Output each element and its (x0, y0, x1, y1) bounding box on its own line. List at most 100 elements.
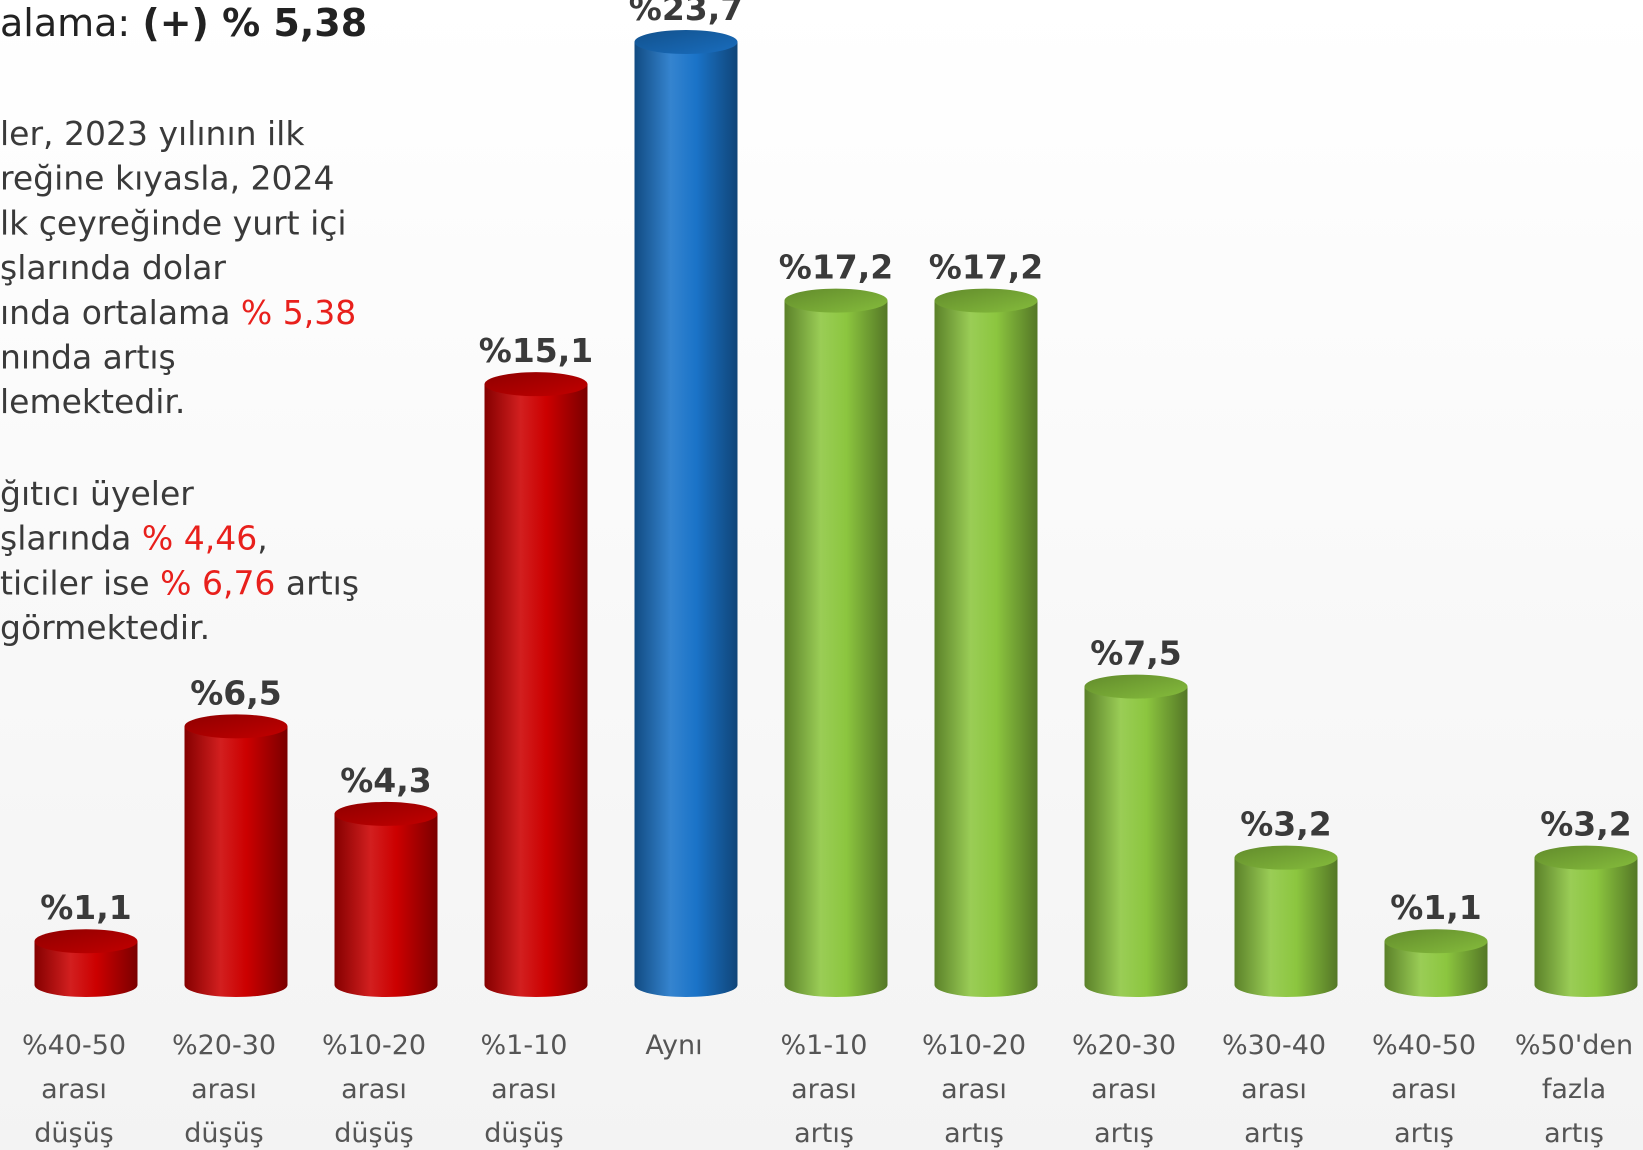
value-label: %17,2 (779, 248, 894, 287)
x-tick-label: artış (1244, 1118, 1304, 1149)
x-tick-label: artış (1544, 1118, 1604, 1149)
text-segment: , (257, 519, 268, 558)
x-tick-label: arası (791, 1074, 857, 1105)
cylinder-top (484, 372, 588, 397)
x-tick-label: artış (944, 1118, 1004, 1149)
cylinder (334, 801, 438, 997)
value-label: %17,2 (929, 248, 1044, 287)
x-tick-label: arası (491, 1074, 557, 1105)
paragraph-line: ler, 2023 yılının ilk (0, 114, 305, 153)
text-segment: nında artış (0, 338, 176, 377)
text-segment: ında ortalama (0, 293, 241, 332)
cylinder-body (784, 300, 888, 986)
text-segment: ticiler ise (0, 563, 160, 602)
value-label: %1,1 (40, 888, 132, 927)
x-tick-label: %10-20 (322, 1030, 426, 1061)
cylinder (484, 372, 588, 997)
cylinder (934, 288, 1038, 997)
value-label: %23,7 (629, 0, 744, 28)
value-label: %3,2 (1240, 805, 1332, 844)
cylinder-body (1534, 857, 1638, 985)
paragraph-line: şlarında % 4,46, (0, 519, 268, 558)
x-tick-label: arası (1091, 1074, 1157, 1105)
cylinder-body (1084, 686, 1188, 985)
x-tick-label: %30-40 (1222, 1030, 1326, 1061)
cylinder-top (334, 801, 438, 826)
paragraph-line: ında ortalama % 5,38 (0, 293, 356, 332)
x-tick-label: fazla (1542, 1074, 1606, 1105)
x-tick-label: arası (191, 1074, 257, 1105)
x-tick-label: düşüş (34, 1118, 114, 1149)
cylinder (784, 288, 888, 997)
text-segment: lk çeyreğinde yurt içi (0, 203, 347, 242)
cylinder-body (634, 42, 738, 985)
value-label: %15,1 (479, 331, 594, 370)
cylinder-top (634, 30, 738, 54)
paragraph-line: reğine kıyasla, 2024 (0, 159, 335, 198)
cylinder (34, 929, 138, 997)
text-segment: şlarında dolar (0, 248, 226, 287)
paragraph-line: ğıtıcı üyeler (0, 474, 194, 513)
cylinder-top (784, 288, 888, 313)
value-label: %4,3 (340, 761, 432, 800)
x-tick-label: arası (1391, 1074, 1457, 1105)
value-label: %1,1 (1390, 888, 1482, 927)
x-tick-label: %40-50 (22, 1030, 126, 1061)
cylinder-top (1384, 929, 1488, 954)
x-tick-label: %1-10 (481, 1030, 568, 1061)
x-tick-label: düşüş (184, 1118, 264, 1149)
text-segment: reğine kıyasla, 2024 (0, 159, 335, 198)
value-label: %7,5 (1090, 634, 1182, 673)
x-tick-label: %20-30 (172, 1030, 276, 1061)
cylinder (634, 30, 738, 997)
x-tick-label: Aynı (645, 1030, 702, 1061)
cylinder-top (1234, 845, 1338, 870)
x-tick-label: artış (1094, 1118, 1154, 1149)
cylinder-body (334, 813, 438, 985)
text-segment: % 5,38 (241, 293, 356, 332)
cylinder-body (934, 300, 1038, 986)
heading-part: alama: (0, 1, 142, 45)
cylinder-body (484, 384, 588, 985)
paragraph-line: lk çeyreğinde yurt içi (0, 203, 347, 242)
text-segment: lemektedir. (0, 382, 185, 421)
cylinder (184, 714, 288, 997)
text-segment: şlarında (0, 519, 142, 558)
text-segment: görmektedir. (0, 608, 210, 647)
text-segment: % 4,46 (142, 519, 257, 558)
cylinder (1384, 929, 1488, 997)
cylinder (1084, 674, 1188, 997)
x-tick-label: %40-50 (1372, 1030, 1476, 1061)
value-label: %6,5 (190, 673, 282, 712)
cylinder-top (34, 929, 138, 954)
cylinder-body (184, 726, 288, 985)
text-segment: artış (275, 563, 359, 602)
text-segment: ler, 2023 yılının ilk (0, 114, 305, 153)
x-tick-label: artış (1394, 1118, 1454, 1149)
x-tick-label: artış (794, 1118, 854, 1149)
cylinder-top (1084, 674, 1188, 699)
cylinder-top (934, 288, 1038, 313)
cylinder-top (184, 714, 288, 739)
text-segment: ğıtıcı üyeler (0, 474, 194, 513)
x-tick-label: arası (1241, 1074, 1307, 1105)
cylinder-body (1234, 857, 1338, 985)
heading: alama: (+) % 5,38 (0, 1, 367, 45)
paragraph-line: şlarında dolar (0, 248, 226, 287)
paragraph-line: ticiler ise % 6,76 artış (0, 563, 359, 602)
cylinder-top (1534, 845, 1638, 870)
paragraph-line: lemektedir. (0, 382, 185, 421)
cylinder (1234, 845, 1338, 997)
heading-part: (+) % 5,38 (142, 1, 367, 45)
cylinder (1534, 845, 1638, 997)
x-tick-label: %10-20 (922, 1030, 1026, 1061)
value-label: %3,2 (1540, 805, 1632, 844)
paragraph-line: görmektedir. (0, 608, 210, 647)
paragraph-line: nında artış (0, 338, 176, 377)
text-segment: % 6,76 (160, 563, 275, 602)
x-tick-label: arası (941, 1074, 1007, 1105)
x-tick-label: arası (41, 1074, 107, 1105)
x-tick-label: %1-10 (781, 1030, 868, 1061)
